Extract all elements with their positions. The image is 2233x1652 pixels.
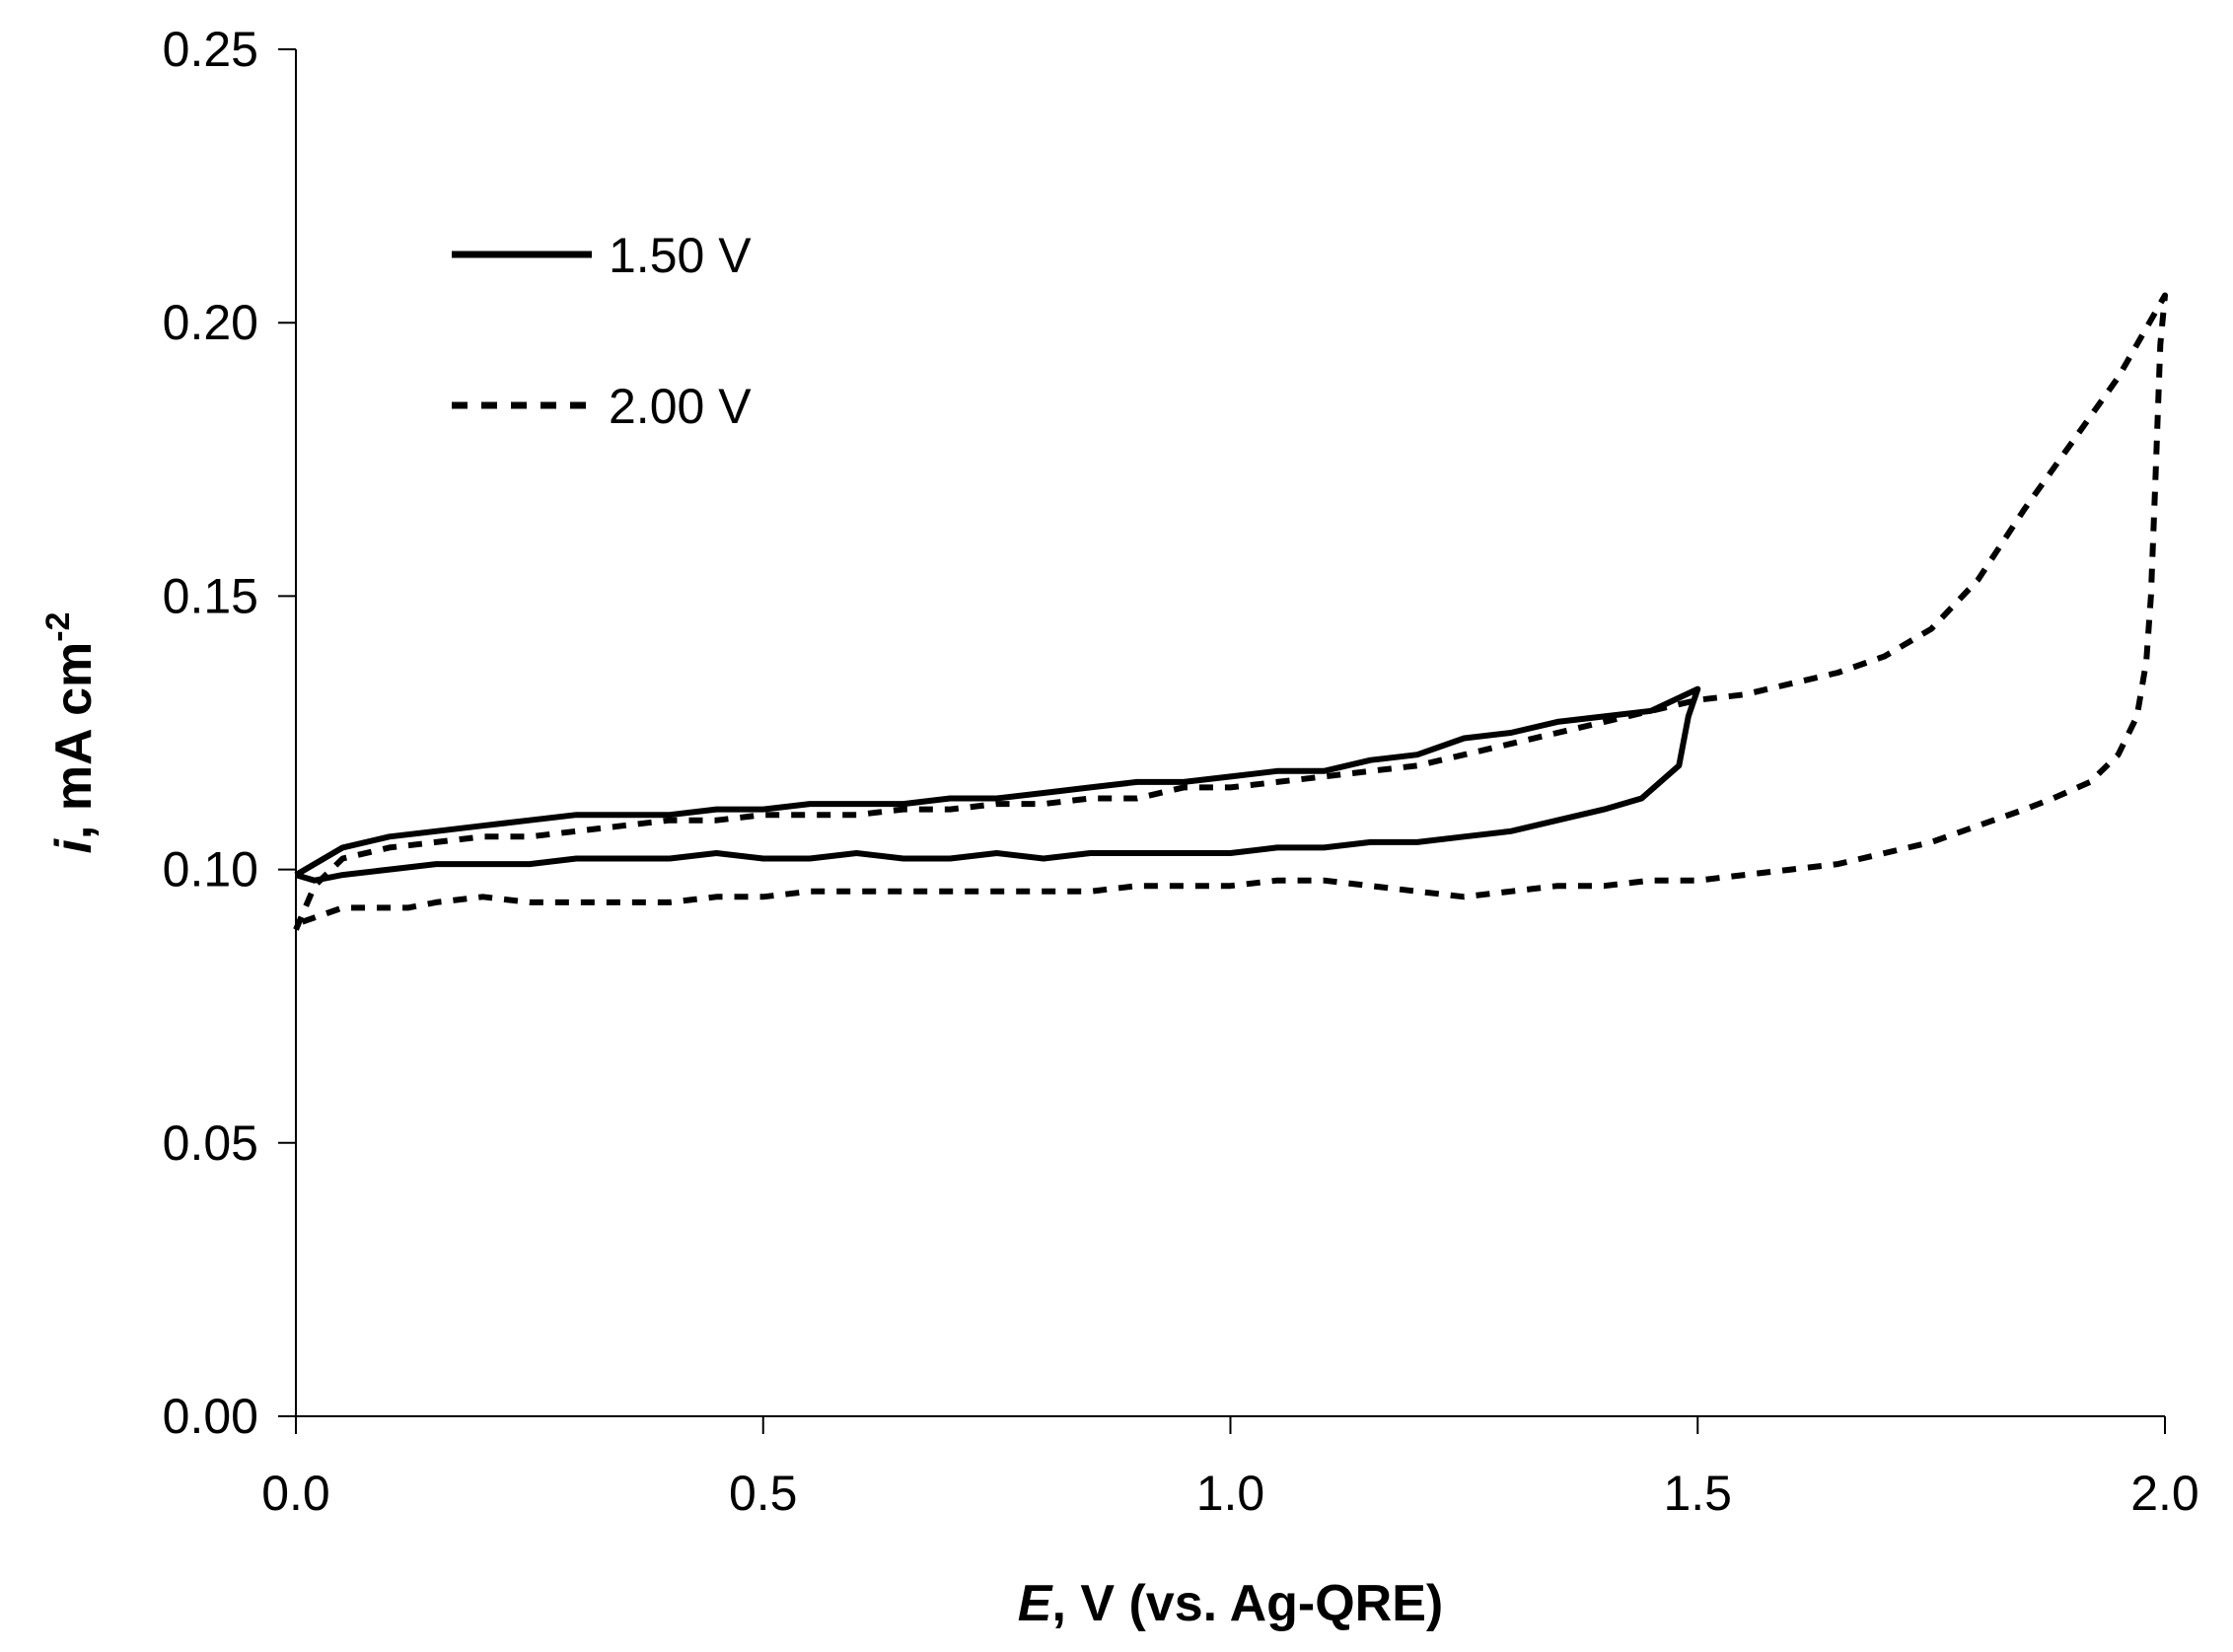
series-layer bbox=[293, 292, 2168, 931]
axis-titles: E, V (vs. Ag-QRE) i, mA cm-2 bbox=[39, 611, 1443, 1632]
x-tick-label: 1.5 bbox=[1663, 1466, 1732, 1521]
legend: 1.50 V 2.00 V bbox=[452, 228, 752, 434]
y-tick-label: 0.10 bbox=[163, 842, 258, 898]
x-tick-label: 2.0 bbox=[2130, 1466, 2199, 1521]
y-tick-label: 0.05 bbox=[163, 1115, 258, 1171]
y-tick-label: 0.25 bbox=[163, 22, 258, 77]
series-line-1 bbox=[294, 685, 1701, 884]
series-line-2 bbox=[293, 292, 2168, 931]
y-axis-title: i, mA cm-2 bbox=[39, 611, 103, 853]
axes: 0.00 0.05 0.10 0.15 0.20 0.25 0.0 0.5 1.0 1.5 2.0 bbox=[163, 22, 2199, 1521]
legend-label-2: 2.00 V bbox=[609, 379, 752, 434]
x-tick-label: 0.5 bbox=[729, 1466, 798, 1521]
y-tick-label: 0.00 bbox=[163, 1389, 258, 1444]
legend-label-1: 1.50 V bbox=[609, 228, 752, 283]
x-tick-label: 1.0 bbox=[1196, 1466, 1265, 1521]
x-tick-label: 0.0 bbox=[261, 1466, 330, 1521]
y-tick-label: 0.20 bbox=[163, 295, 258, 350]
x-axis-title: E, V (vs. Ag-QRE) bbox=[1018, 1575, 1443, 1632]
y-tick-label: 0.15 bbox=[163, 568, 258, 623]
